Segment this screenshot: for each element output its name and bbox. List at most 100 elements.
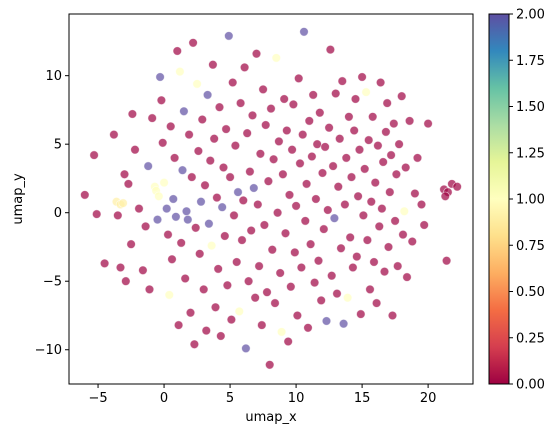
scatter-point bbox=[257, 320, 267, 330]
scatter-point bbox=[361, 87, 371, 97]
scatter-point bbox=[221, 124, 231, 134]
scatter-point bbox=[325, 44, 336, 55]
scatter-point bbox=[440, 191, 451, 202]
scatter-point bbox=[321, 316, 332, 326]
points-layer bbox=[80, 27, 462, 370]
colorbar-tick-label: 0.00 bbox=[516, 378, 545, 393]
colorbar-tick-label: 1.75 bbox=[516, 54, 545, 69]
scatter-point bbox=[176, 238, 186, 248]
scatter-point bbox=[127, 109, 138, 119]
scatter-point bbox=[164, 290, 175, 300]
scatter-point bbox=[308, 90, 318, 100]
scatter-point bbox=[338, 319, 349, 329]
scatter-point bbox=[262, 287, 272, 297]
scatter-point bbox=[242, 128, 252, 138]
y-axis-label: umap_y bbox=[11, 173, 26, 225]
scatter-point bbox=[271, 53, 282, 63]
scatter-point bbox=[368, 112, 378, 122]
scatter-point bbox=[313, 256, 324, 266]
scatter-point bbox=[335, 133, 345, 144]
scatter-point bbox=[251, 49, 262, 59]
scatter-point bbox=[241, 343, 251, 354]
scatter-point bbox=[227, 77, 238, 88]
scatter-point bbox=[292, 310, 303, 321]
scatter-point bbox=[130, 144, 140, 155]
scatter-point bbox=[298, 129, 308, 140]
scatter-point bbox=[385, 187, 395, 197]
scatter-point bbox=[391, 169, 402, 180]
scatter-point bbox=[171, 212, 181, 222]
scatter-point bbox=[165, 121, 176, 132]
scatter-point bbox=[332, 288, 342, 299]
scatter-point bbox=[423, 118, 433, 129]
scatter-point bbox=[299, 27, 309, 37]
scatter-point bbox=[258, 84, 268, 95]
scatter-point bbox=[389, 118, 399, 129]
scatter-point bbox=[231, 257, 242, 267]
scatter-point bbox=[344, 112, 354, 122]
x-axis-label: umap_x bbox=[245, 410, 297, 425]
scatter-point bbox=[369, 257, 379, 267]
scatter-point bbox=[113, 210, 123, 221]
scatter-point bbox=[291, 201, 301, 211]
scatter-point bbox=[180, 273, 190, 284]
scatter-point bbox=[202, 90, 213, 100]
scatter-point bbox=[229, 210, 239, 221]
scatter-point bbox=[286, 282, 296, 292]
scatter-point bbox=[410, 188, 420, 199]
x-tick-label: 5 bbox=[226, 391, 234, 406]
scatter-point bbox=[304, 116, 315, 126]
scatter-point bbox=[255, 149, 266, 159]
scatter-point bbox=[209, 133, 219, 144]
scatter-point bbox=[123, 179, 134, 189]
scatter-point bbox=[345, 232, 355, 243]
scatter-point bbox=[309, 277, 320, 288]
scatter-point bbox=[213, 264, 223, 274]
scatter-point bbox=[198, 284, 209, 295]
scatter-point bbox=[441, 256, 452, 266]
scatter-point bbox=[261, 120, 271, 130]
scatter-point bbox=[263, 176, 274, 186]
colorbar-tick-label: 1.50 bbox=[516, 100, 545, 115]
scatter-point bbox=[356, 309, 366, 319]
y-tick-label: 10 bbox=[45, 69, 62, 84]
scatter-point bbox=[249, 183, 259, 193]
scatter-point bbox=[118, 198, 128, 208]
scatter-point bbox=[216, 331, 226, 341]
scatter-point bbox=[91, 209, 102, 219]
x-axis: −5 0 5 10 15 20 bbox=[88, 384, 436, 406]
scatter-point bbox=[161, 203, 172, 214]
scatter-point bbox=[371, 298, 382, 308]
scatter-point bbox=[349, 125, 359, 136]
colorbar-tick-label: 0.25 bbox=[516, 331, 545, 346]
scatter-point bbox=[336, 243, 346, 254]
scatter-point bbox=[138, 265, 148, 276]
scatter-point bbox=[288, 99, 299, 110]
scatter-point bbox=[192, 79, 202, 89]
y-tick-label: 5 bbox=[54, 138, 62, 153]
scatter-point bbox=[156, 95, 167, 106]
scatter-point bbox=[323, 205, 333, 215]
scatter-point bbox=[235, 98, 246, 108]
scatter-point bbox=[394, 139, 404, 149]
scatter-point bbox=[163, 229, 173, 240]
colorbar-ticks: 0.00 0.25 0.50 0.75 1.00 1.25 1.50 1.75 2.00 bbox=[509, 8, 545, 393]
scatter-point bbox=[189, 339, 200, 350]
scatter-point bbox=[206, 240, 217, 251]
colorbar-tick-label: 1.00 bbox=[516, 193, 545, 208]
scatter-point bbox=[278, 169, 288, 180]
scatter-point bbox=[154, 191, 164, 202]
scatter-point bbox=[237, 235, 247, 245]
scatter-point bbox=[382, 98, 392, 108]
scatter-point bbox=[283, 336, 293, 347]
scatter-point bbox=[121, 276, 131, 286]
scatter-point bbox=[187, 172, 197, 182]
scatter-point bbox=[377, 203, 387, 214]
scatter-point bbox=[452, 181, 462, 192]
scatter-point bbox=[327, 271, 337, 281]
scatter-point bbox=[233, 187, 243, 197]
scatter-point bbox=[337, 76, 348, 86]
scatter-point bbox=[303, 323, 313, 333]
scatter-point bbox=[358, 210, 369, 221]
